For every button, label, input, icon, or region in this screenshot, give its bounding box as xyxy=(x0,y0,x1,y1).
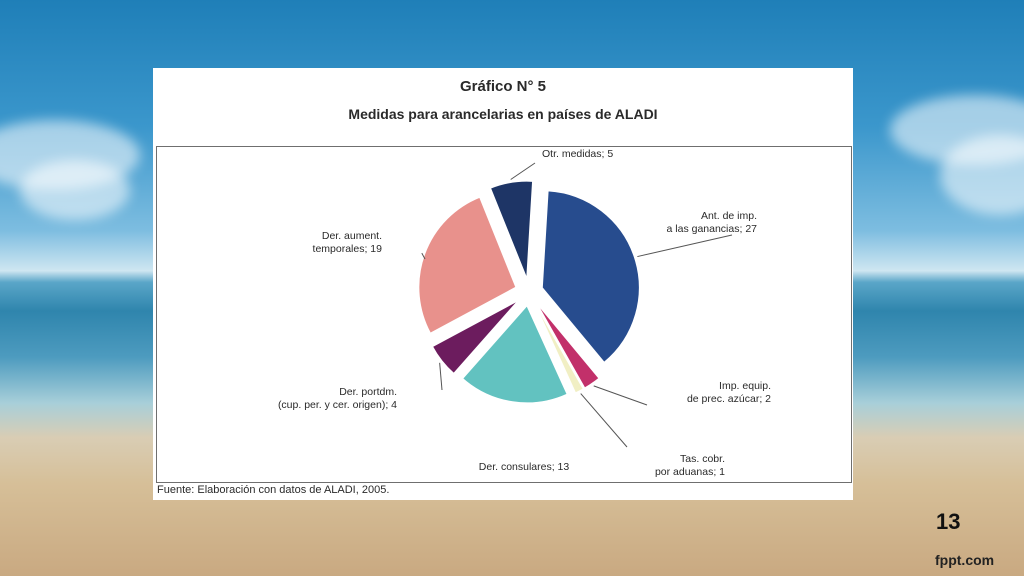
slice-label: Tas. cobr. por aduanas; 1 xyxy=(655,453,725,478)
slice-label-line: Der. portdm. xyxy=(339,386,397,398)
leader-line xyxy=(510,162,536,180)
chart-source: Fuente: Elaboración con datos de ALADI, … xyxy=(157,484,390,496)
pie-slice xyxy=(489,180,534,279)
leader-line xyxy=(439,362,443,391)
slice-label-line: Der. consulares; 13 xyxy=(479,461,570,473)
pie-slice xyxy=(418,196,517,334)
chart-subtitle: Medidas para arancelarias en países de A… xyxy=(348,106,658,122)
slice-label-line: temporales; 19 xyxy=(313,243,383,255)
pie-slice xyxy=(534,304,584,394)
leader-line xyxy=(421,252,426,260)
pie-slice xyxy=(536,303,600,389)
slice-label-line: Der. aument. xyxy=(322,230,382,242)
chart-title: Gráfico N° 5 xyxy=(459,78,547,95)
leader-line xyxy=(637,234,733,258)
slice-label-line: por aduanas; 1 xyxy=(655,466,725,478)
slice-label-line: a las ganancias; 27 xyxy=(667,223,758,235)
leader-line xyxy=(580,393,628,448)
slice-label: Der. consulares; 13 xyxy=(479,461,570,473)
leader-line xyxy=(593,385,648,406)
slice-label-line: Ant. de imp. xyxy=(701,210,757,222)
slice-label-line: Otr. medidas; 5 xyxy=(542,148,613,160)
slice-label-line: de prec. azúcar; 2 xyxy=(687,393,771,405)
pie-slice xyxy=(461,304,568,404)
slice-label: Der. aument. temporales; 19 xyxy=(313,230,383,255)
brand-label: fppt.com xyxy=(935,552,995,568)
slice-label-line: Tas. cobr. xyxy=(680,453,725,465)
slice-label-line: (cup. per. y cer. origen); 4 xyxy=(278,399,397,411)
pie-slice xyxy=(431,300,519,375)
pie-slice xyxy=(541,190,640,364)
cloud-decoration xyxy=(20,160,130,220)
slice-label: Ant. de imp. a las ganancias; 27 xyxy=(667,210,758,235)
page-number: 13 xyxy=(936,509,961,534)
slice-label: Der. portdm. (cup. per. y cer. origen); 4 xyxy=(278,386,397,411)
chart-frame: Ant. de imp. a las ganancias; 27 Imp. equi… xyxy=(156,146,852,483)
slice-label: Otr. medidas; 5 xyxy=(542,148,613,160)
slice-label-line: Imp. equip. xyxy=(719,380,771,392)
chart-card: Gráfico N° 5 Medidas para arancelarias e… xyxy=(153,68,853,500)
slice-label: Imp. equip. de prec. azúcar; 2 xyxy=(687,380,771,405)
pie-chart: Ant. de imp. a las ganancias; 27 Imp. equi… xyxy=(278,148,771,478)
